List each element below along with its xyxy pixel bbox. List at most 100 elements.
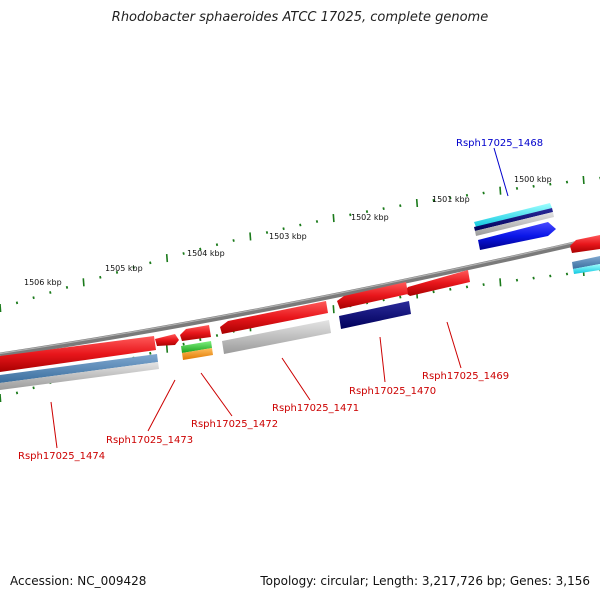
minor-tick [565,180,569,184]
major-tick [165,254,169,263]
minor-tick [365,210,369,214]
feature-cyan-track [474,203,552,227]
major-tick [249,232,252,241]
minor-tick [432,198,435,202]
major-tick [332,214,335,223]
kbp-label-1501: 1501 kbp [432,195,470,204]
feature-navy-track-top [474,208,553,231]
gene-label-1471[interactable]: Rsph17025_1471 [272,403,359,414]
minor-tick [282,227,285,231]
minor-tick [15,301,19,305]
minor-tick [532,276,535,280]
feature-orange-track [182,348,213,360]
feature-steel-track-right [572,256,600,269]
minor-tick [449,196,452,200]
leader-line-1472 [200,372,233,417]
minor-tick [65,285,69,289]
minor-tick [565,272,569,276]
feature-green-track [181,341,212,353]
minor-tick [232,239,235,242]
minor-tick [349,213,352,217]
minor-tick [399,204,402,208]
minor-tick [215,334,219,337]
kbp-label-1500: 1500 kbp [514,175,552,184]
minor-tick [432,290,435,294]
cds-rsph17025-1469[interactable] [404,270,470,296]
minor-tick [465,285,469,289]
cds-rsph17025-1470[interactable] [337,282,408,309]
gene-label-1473[interactable]: Rsph17025_1473 [106,435,193,446]
minor-tick [515,186,519,190]
cds-rsph17025-1473[interactable] [155,334,179,346]
feature-navy-track [339,301,411,329]
kbp-label-1506: 1506 kbp [24,278,62,287]
gene-label-1470[interactable]: Rsph17025_1470 [349,386,436,397]
cds-rsph17025-1468[interactable] [478,222,556,250]
major-tick [82,278,85,287]
major-tick [582,175,585,185]
minor-tick [99,275,102,279]
minor-tick [265,231,269,234]
leader-line-1469 [446,321,462,369]
major-tick [0,393,2,403]
minor-tick [32,296,35,300]
minor-tick [49,291,52,294]
cds-rsph17025-1471[interactable] [220,301,328,334]
cds-rsph17025-1474[interactable] [0,336,156,372]
minor-tick [149,351,152,355]
feature-cyan-track-right [573,264,600,274]
kbp-label-1504: 1504 kbp [187,249,225,258]
gene-label-1472[interactable]: Rsph17025_1472 [191,419,278,430]
map-title: Rhodobacter sphaeroides ATCC 17025, comp… [111,10,489,25]
minor-tick [149,261,152,265]
feature-grey-track-left [0,362,159,390]
minor-tick [299,223,302,227]
leader-line-1473 [147,379,176,432]
major-tick [332,305,335,314]
genome-backbone [0,235,600,358]
feature-steel-track-left [0,354,158,383]
minor-tick [382,207,385,211]
minor-tick [132,266,135,269]
minor-tick [215,243,219,247]
gene-label-1474[interactable]: Rsph17025_1474 [18,451,105,462]
minor-tick [532,184,535,188]
minor-tick [315,220,319,223]
minor-tick [199,247,202,251]
cds-rsph17025-1472[interactable] [180,325,211,341]
leader-line-1470 [379,336,386,383]
minor-tick [549,274,552,278]
leader-line-1471 [281,357,311,401]
major-tick [499,186,502,195]
minor-tick [182,342,185,346]
minor-tick [482,283,485,287]
gene-label-1468[interactable]: Rsph17025_1468 [456,138,543,149]
feature-grey-track-mid [222,320,331,354]
major-tick [165,344,169,353]
cds-right-edge[interactable] [570,235,600,253]
minor-tick [32,386,35,390]
major-tick [499,278,502,287]
minor-tick [182,252,185,255]
major-tick [415,198,419,208]
leader-line-1474 [50,401,58,449]
minor-tick [549,182,552,186]
feature-grey-track-top [475,212,554,236]
kbp-label-1503: 1503 kbp [269,232,307,241]
minor-tick [449,287,452,291]
minor-tick [465,193,469,197]
minor-tick [399,295,402,299]
leader-line-1468 [493,147,509,197]
gene-label-1469[interactable]: Rsph17025_1469 [422,371,509,382]
minor-tick [15,391,19,395]
kbp-label-1505: 1505 kbp [105,264,143,273]
upper-tick-ring [0,175,600,313]
minor-tick [482,191,485,195]
major-tick [0,303,2,313]
minor-tick [199,338,202,342]
accession-text: Accession: NC_009428 [10,574,147,588]
minor-tick [515,278,519,282]
kbp-label-1502: 1502 kbp [351,213,389,222]
minor-tick [115,270,119,274]
